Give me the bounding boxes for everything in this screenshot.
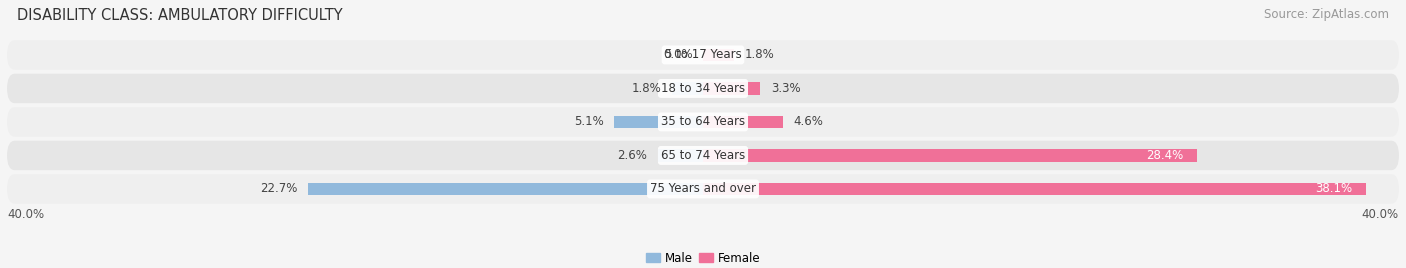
Text: Source: ZipAtlas.com: Source: ZipAtlas.com bbox=[1264, 8, 1389, 21]
Text: 40.0%: 40.0% bbox=[1362, 209, 1399, 221]
FancyBboxPatch shape bbox=[7, 141, 1399, 170]
FancyBboxPatch shape bbox=[7, 174, 1399, 204]
Text: 0.0%: 0.0% bbox=[664, 49, 693, 61]
Text: 5.1%: 5.1% bbox=[574, 116, 603, 128]
Bar bbox=[703, 49, 734, 61]
Text: 40.0%: 40.0% bbox=[7, 209, 44, 221]
Bar bbox=[308, 183, 703, 195]
Bar bbox=[703, 116, 783, 128]
Text: 3.3%: 3.3% bbox=[770, 82, 800, 95]
Text: 75 Years and over: 75 Years and over bbox=[650, 183, 756, 195]
FancyBboxPatch shape bbox=[7, 107, 1399, 137]
Text: 5 to 17 Years: 5 to 17 Years bbox=[665, 49, 741, 61]
Text: 22.7%: 22.7% bbox=[260, 183, 298, 195]
Text: 2.6%: 2.6% bbox=[617, 149, 647, 162]
Bar bbox=[703, 183, 1365, 195]
Text: 28.4%: 28.4% bbox=[1146, 149, 1184, 162]
FancyBboxPatch shape bbox=[7, 74, 1399, 103]
Text: DISABILITY CLASS: AMBULATORY DIFFICULTY: DISABILITY CLASS: AMBULATORY DIFFICULTY bbox=[17, 8, 343, 23]
Bar bbox=[703, 149, 1197, 162]
Bar bbox=[703, 82, 761, 95]
Text: 1.8%: 1.8% bbox=[745, 49, 775, 61]
Bar bbox=[672, 82, 703, 95]
Legend: Male, Female: Male, Female bbox=[641, 247, 765, 268]
Bar bbox=[658, 149, 703, 162]
Text: 35 to 64 Years: 35 to 64 Years bbox=[661, 116, 745, 128]
Text: 4.6%: 4.6% bbox=[793, 116, 824, 128]
Text: 65 to 74 Years: 65 to 74 Years bbox=[661, 149, 745, 162]
Text: 18 to 34 Years: 18 to 34 Years bbox=[661, 82, 745, 95]
Bar bbox=[614, 116, 703, 128]
Text: 1.8%: 1.8% bbox=[631, 82, 661, 95]
FancyBboxPatch shape bbox=[7, 40, 1399, 70]
Text: 38.1%: 38.1% bbox=[1315, 183, 1353, 195]
